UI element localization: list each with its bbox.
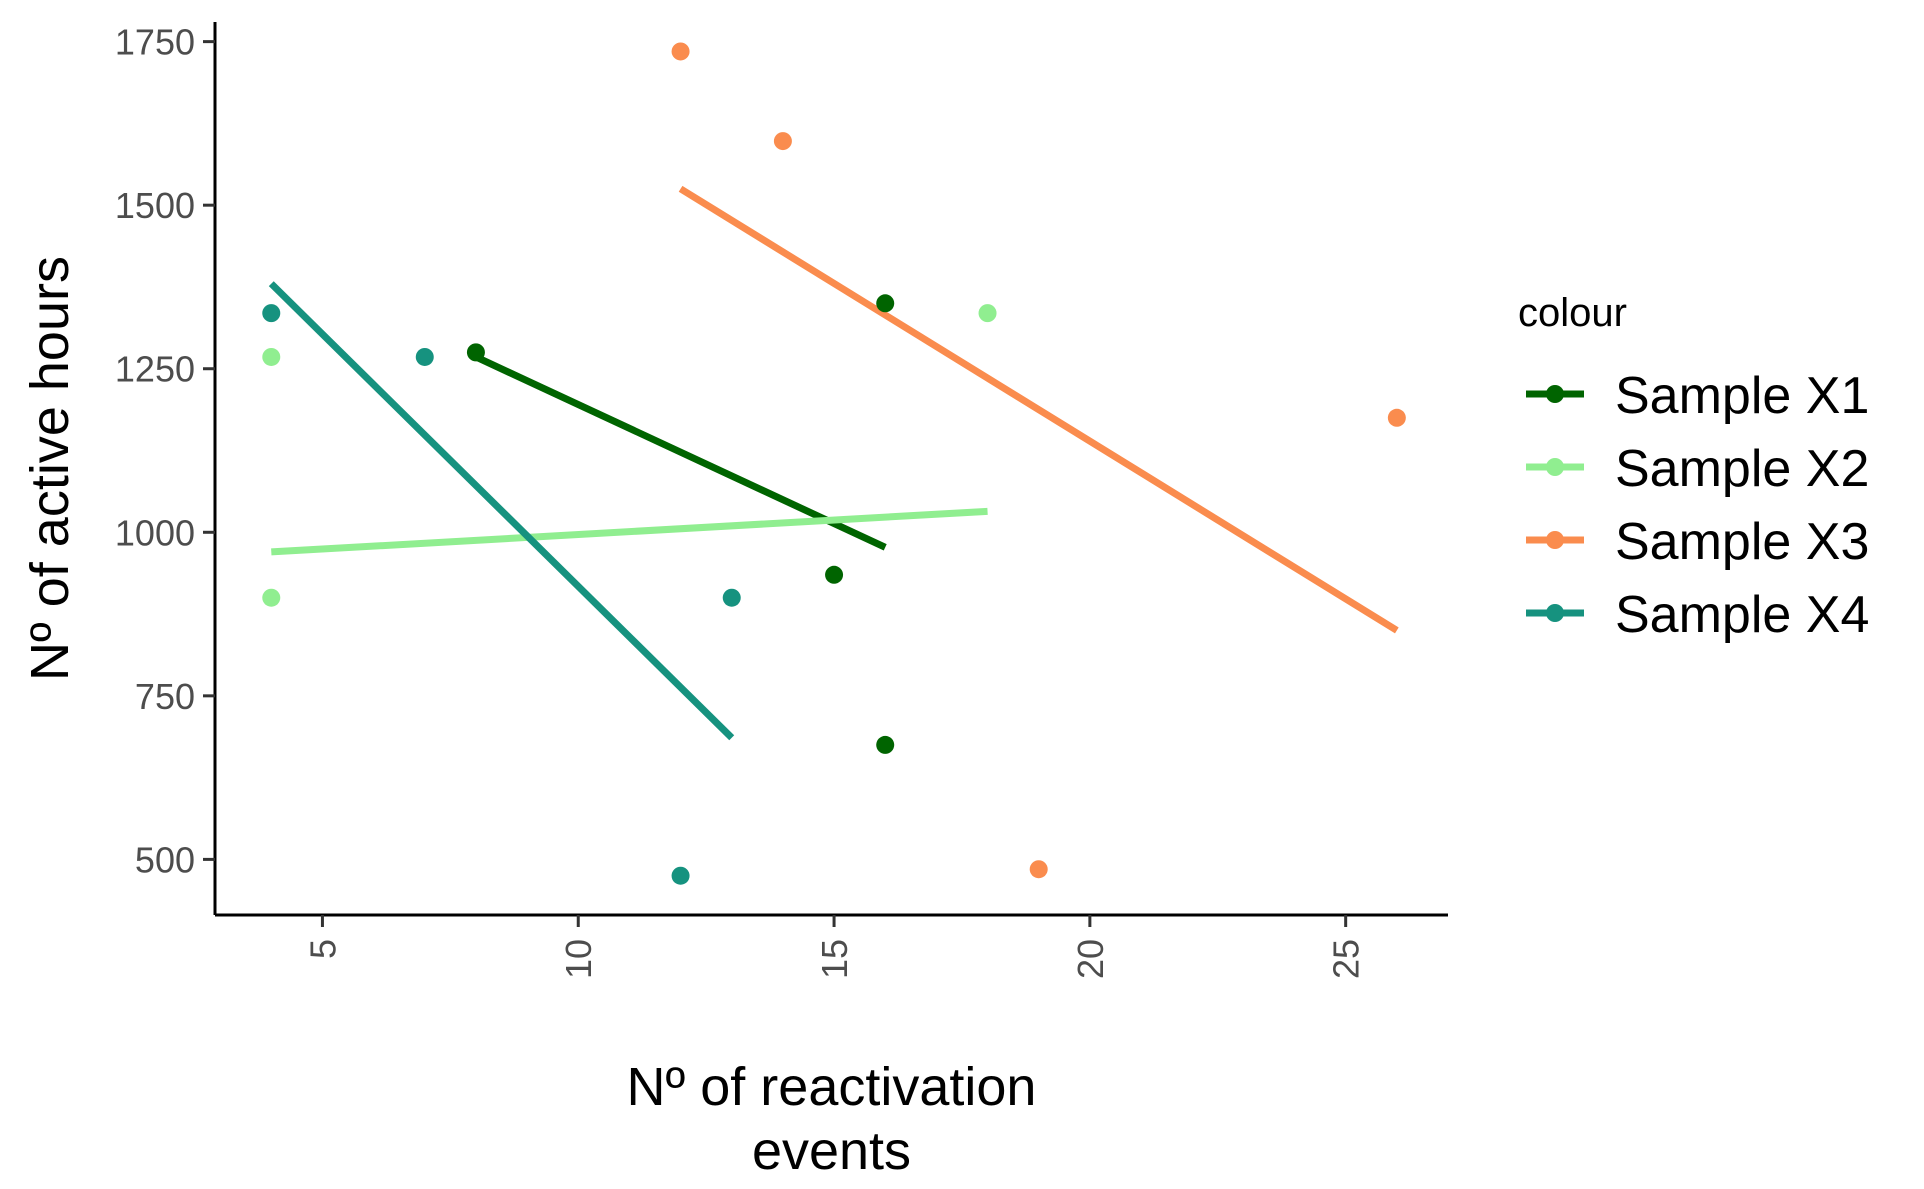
- x-tick-label: 20: [1070, 939, 1111, 979]
- y-tick-label: 1500: [115, 185, 195, 226]
- fit-line: [474, 353, 887, 551]
- data-point: [825, 565, 844, 584]
- x-axis-title-line: events: [752, 1121, 911, 1181]
- data-point: [262, 304, 281, 323]
- data-point: [262, 588, 281, 607]
- legend-key-point: [1546, 385, 1564, 403]
- data-point: [876, 294, 895, 313]
- fit-line: [268, 281, 735, 741]
- data-point: [1029, 860, 1048, 879]
- x-tick-label: 5: [302, 939, 343, 959]
- x-tick-label: 25: [1326, 939, 1367, 979]
- y-tick-label: 500: [135, 839, 195, 880]
- y-axis-title: Nº of active hours: [20, 256, 80, 681]
- fit-line: [271, 507, 988, 556]
- legend-title: colour: [1518, 291, 1627, 335]
- y-tick-label: 1000: [115, 512, 195, 553]
- data-point: [978, 304, 997, 323]
- legend-key-point: [1546, 604, 1564, 622]
- data-point: [466, 343, 485, 362]
- x-tick-label: 15: [814, 939, 855, 979]
- data-point: [671, 42, 690, 61]
- x-axis-title: Nº of reactivation events: [627, 1057, 1037, 1181]
- data-point: [1387, 408, 1406, 427]
- fit-line: [678, 185, 1399, 634]
- x-axis-title-line: Nº of reactivation: [627, 1057, 1037, 1117]
- y-tick-label: 1250: [115, 349, 195, 390]
- data-point: [415, 347, 434, 366]
- data-point: [876, 735, 895, 754]
- y-tick-label: 1750: [115, 22, 195, 63]
- data-point: [722, 588, 741, 607]
- x-tick-label: 10: [558, 939, 599, 979]
- legend-label: Sample X1: [1615, 367, 1869, 425]
- data-point: [671, 866, 690, 885]
- legend-key-point: [1546, 458, 1564, 476]
- data-point: [262, 347, 281, 366]
- legend-label: Sample X2: [1615, 440, 1869, 498]
- legend-label: Sample X4: [1615, 586, 1869, 644]
- data-point: [773, 132, 792, 151]
- y-tick-label: 750: [135, 676, 195, 717]
- legend-label: Sample X3: [1615, 513, 1869, 571]
- legend-key-point: [1546, 531, 1564, 549]
